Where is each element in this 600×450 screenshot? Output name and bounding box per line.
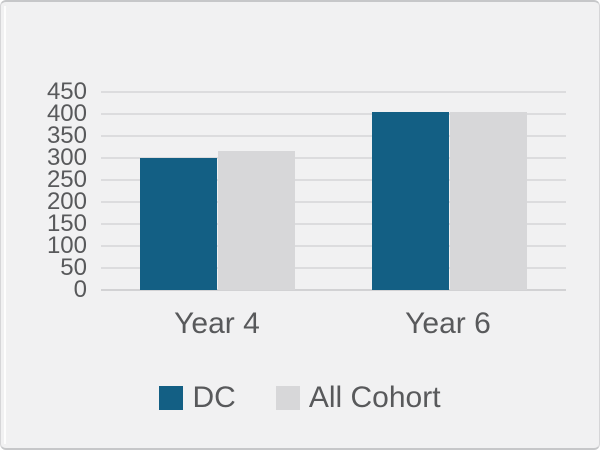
legend-swatch-all-cohort — [275, 386, 300, 410]
bar-dc-year-6 — [372, 111, 450, 290]
y-tick-label-450: 450 — [46, 78, 87, 105]
bar-all-cohort-year-6 — [450, 112, 528, 290]
y-tick-label-200: 200 — [46, 188, 87, 215]
gridline-400 — [101, 113, 566, 115]
y-axis-labels: 0 50 100 150 200 250 300 350 400 450 — [1, 80, 94, 302]
gridline-150 — [101, 223, 566, 225]
bar-dc-year-4 — [139, 158, 217, 290]
gridline-50 — [101, 267, 566, 269]
legend-item-all-cohort: All Cohort — [275, 381, 441, 414]
gridline-300 — [101, 157, 566, 159]
y-tick-label-400: 400 — [46, 100, 87, 127]
y-tick-label-0: 0 — [73, 276, 87, 303]
x-label-year-6: Year 6 — [405, 307, 491, 340]
legend-item-dc: DC — [159, 381, 236, 414]
legend-label-dc: DC — [192, 381, 236, 414]
plot-area — [101, 91, 566, 291]
gridline-200 — [101, 201, 566, 203]
legend-label-all-cohort: All Cohort — [308, 381, 441, 414]
gridline-100 — [101, 245, 566, 247]
gridline-350 — [101, 135, 566, 137]
gridline-0 — [101, 289, 566, 291]
y-tick-label-100: 100 — [46, 232, 87, 259]
gridline-450 — [101, 91, 566, 93]
y-tick-label-150: 150 — [46, 210, 87, 237]
bar-all-cohort-year-4 — [217, 151, 295, 290]
legend-swatch-dc — [159, 386, 184, 410]
x-axis-labels: Year 4 Year 6 — [1, 307, 599, 343]
y-tick-label-50: 50 — [60, 254, 87, 281]
legend: DC All Cohort — [1, 382, 599, 414]
x-label-year-4: Year 4 — [174, 307, 260, 340]
y-tick-label-250: 250 — [46, 166, 87, 193]
y-tick-label-300: 300 — [46, 144, 87, 171]
gridline-250 — [101, 179, 566, 181]
y-tick-label-350: 350 — [46, 122, 87, 149]
